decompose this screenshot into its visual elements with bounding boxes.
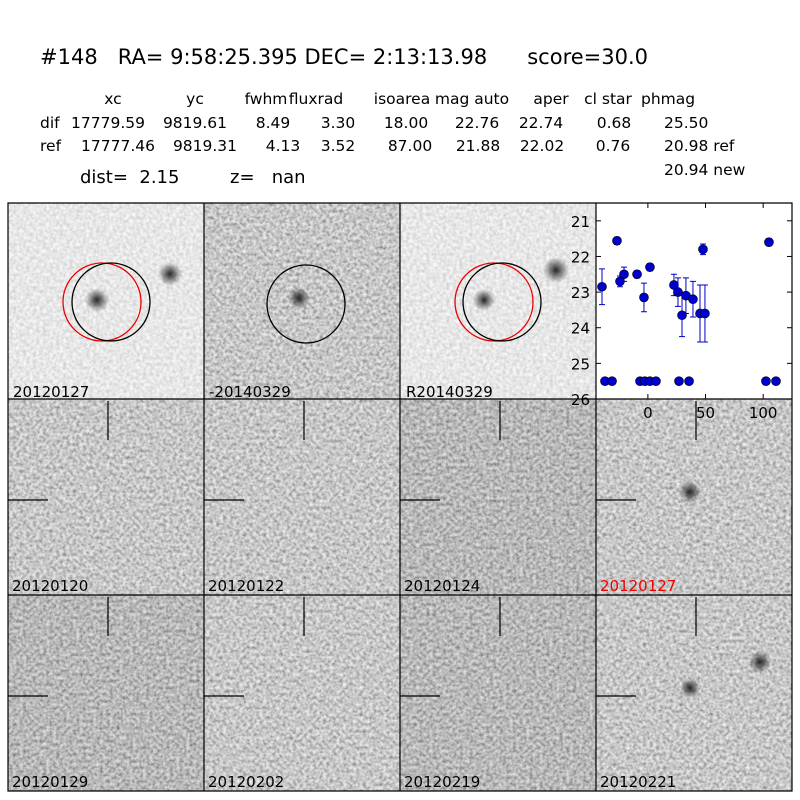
image	[8, 399, 204, 595]
table: xc yc fwhm fluxrad isoarea mag auto aper…	[40, 90, 746, 179]
cell: 20.98 ref	[664, 137, 735, 155]
source	[749, 651, 771, 673]
y-tick-label: 21	[571, 213, 590, 231]
scatter-plot: 21 22 23 24 25 26 0 50 100	[571, 203, 792, 422]
dist: dist= 2.15	[80, 167, 179, 188]
point	[700, 308, 710, 319]
source	[680, 678, 700, 698]
image	[400, 203, 596, 399]
tile-label: 20120127	[600, 577, 676, 595]
source	[543, 257, 569, 283]
point	[597, 281, 607, 292]
image	[400, 595, 596, 791]
source	[85, 288, 109, 312]
tile-label: R20140329	[406, 383, 493, 401]
source	[473, 289, 495, 311]
cell: 17777.46	[81, 137, 155, 155]
aperture	[454, 262, 534, 342]
col-header: yc	[186, 90, 204, 108]
z: z= nan	[230, 167, 306, 188]
point	[651, 376, 661, 386]
point	[684, 376, 694, 386]
cell: 22.74	[519, 114, 563, 132]
y-tick-label: 24	[571, 320, 590, 338]
tile-label: 20120124	[404, 577, 480, 595]
source	[288, 287, 310, 309]
tile-label: 20120219	[404, 773, 480, 791]
cell: 3.30	[321, 114, 356, 132]
col-header: mag auto	[435, 90, 509, 108]
image	[400, 399, 596, 595]
cell: 18.00	[384, 114, 428, 132]
tile-label: 20120202	[208, 773, 284, 791]
cell: 3.52	[321, 137, 356, 155]
image	[204, 595, 400, 791]
tile-label: 20120120	[12, 577, 88, 595]
header-title: #148 RA= 9:58:25.395 DEC= 2:13:13.98 sco…	[40, 45, 648, 69]
row-label: dif	[40, 114, 60, 132]
source	[158, 262, 182, 286]
y-tick-label: 26	[571, 391, 590, 409]
point	[632, 269, 642, 280]
y-tick-label: 22	[571, 248, 590, 266]
point	[673, 287, 683, 297]
point	[639, 292, 649, 303]
tiles: 20120127 -20140329 R20140329 20120120 20…	[7, 202, 793, 792]
row-label: ref	[40, 137, 62, 155]
x-tick-label: 50	[696, 404, 715, 422]
aperture	[62, 262, 142, 342]
image	[8, 595, 204, 791]
tile-label: 20120127	[13, 383, 89, 401]
cell: 0.68	[597, 114, 632, 132]
tile-label: 20120122	[208, 577, 284, 595]
cell: 9819.31	[173, 137, 237, 155]
x-tick-label: 100	[749, 404, 778, 422]
cell: 87.00	[388, 137, 432, 155]
col-header: fwhm	[245, 90, 288, 108]
tile-label: 20120221	[600, 773, 676, 791]
col-header: phmag	[641, 90, 695, 108]
crosshairs	[8, 401, 697, 697]
cell: 17779.59	[71, 114, 145, 132]
cell: 20.94 new	[664, 161, 746, 179]
y-tick-label: 25	[571, 355, 590, 373]
point	[674, 376, 684, 386]
cell: 21.88	[456, 137, 500, 155]
point	[771, 376, 781, 386]
col-header: aper	[533, 90, 569, 108]
point	[612, 235, 622, 246]
cell: 9819.61	[163, 114, 227, 132]
source	[679, 481, 701, 503]
point	[677, 310, 687, 321]
frames	[7, 202, 793, 792]
tile-label: 20120129	[12, 773, 88, 791]
aperture	[462, 262, 542, 342]
x-tick-label: 0	[643, 404, 653, 422]
aperture	[266, 264, 346, 344]
point	[698, 244, 708, 255]
tile-label: -20140329	[209, 383, 291, 401]
point	[619, 269, 629, 280]
point	[607, 376, 617, 386]
point	[645, 262, 655, 272]
cell: 8.49	[256, 114, 291, 132]
cell: 22.76	[455, 114, 499, 132]
point	[761, 376, 771, 386]
cell: 0.76	[596, 137, 631, 155]
image	[204, 399, 400, 595]
cell: 25.50	[664, 114, 708, 132]
aperture	[71, 262, 151, 342]
y-tick-label: 23	[571, 284, 590, 302]
point	[764, 237, 774, 247]
cell: 4.13	[266, 137, 301, 155]
col-header: fluxrad	[289, 90, 343, 108]
col-header: xc	[104, 90, 121, 108]
cell: 22.02	[520, 137, 564, 155]
col-header: isoarea	[374, 90, 430, 108]
point	[688, 294, 698, 305]
col-header: cl star	[584, 90, 632, 108]
